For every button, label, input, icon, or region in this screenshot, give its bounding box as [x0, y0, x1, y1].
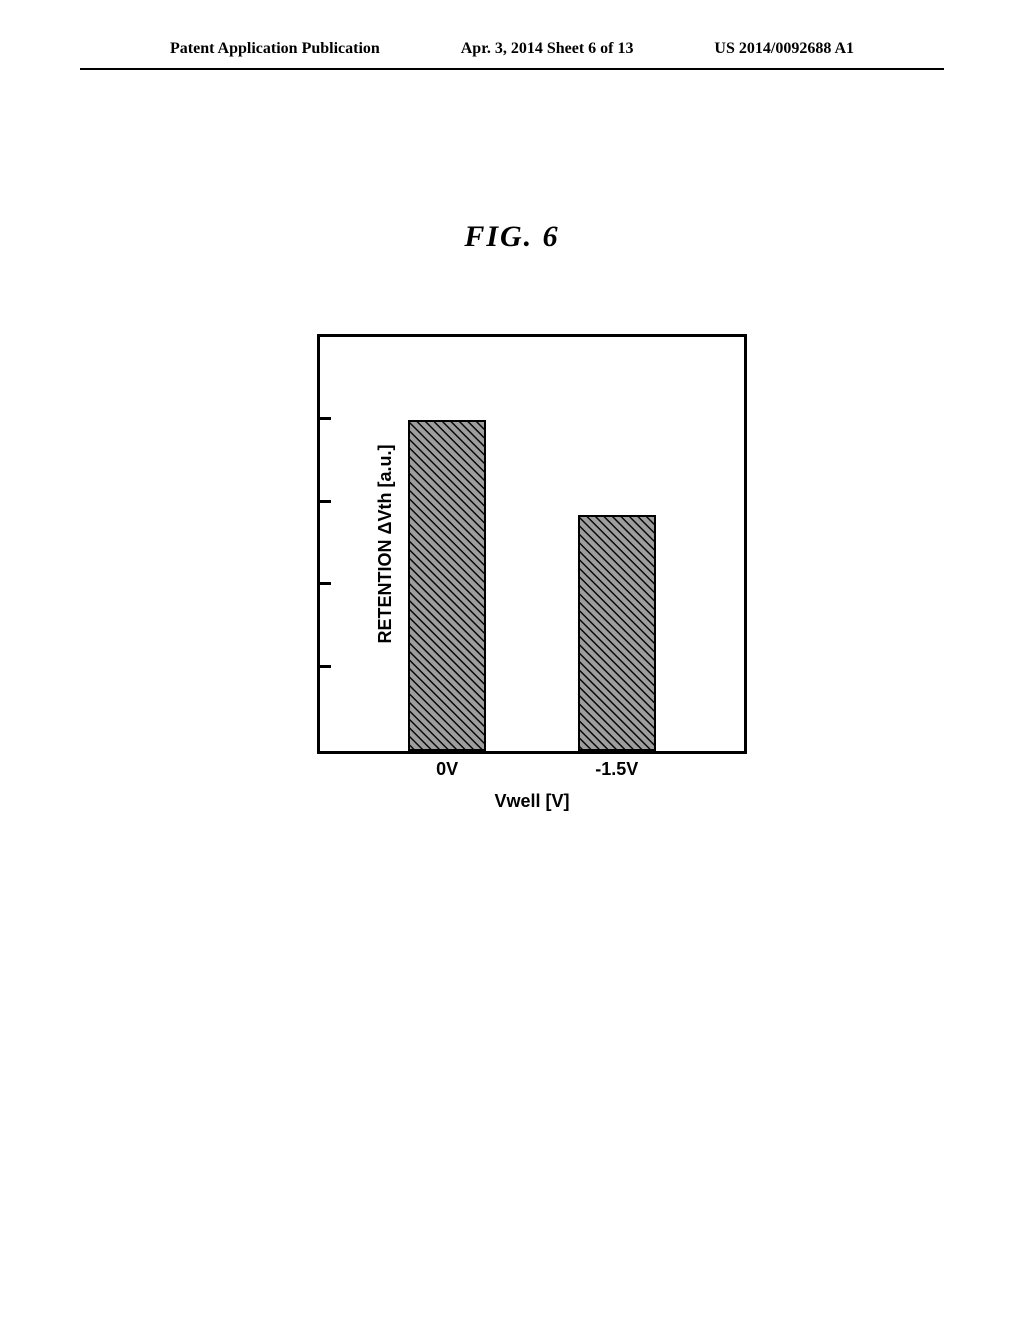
figure-label: FIG. 6 [0, 220, 1024, 254]
x-category-label: 0V [436, 759, 458, 780]
header-left: Patent Application Publication [170, 40, 380, 58]
figure-container: FIG. 6 RETENTION ΔVth [a.u.] Vwell [V] 0… [0, 220, 1024, 804]
y-tick [319, 665, 331, 668]
bar [578, 515, 656, 751]
header-center: Apr. 3, 2014 Sheet 6 of 13 [461, 40, 634, 58]
y-tick [319, 500, 331, 503]
y-axis-label: RETENTION ΔVth [a.u.] [375, 445, 396, 644]
y-tick [319, 417, 331, 420]
header-right: US 2014/0092688 A1 [714, 40, 854, 58]
bar-chart: RETENTION ΔVth [a.u.] Vwell [V] 0V-1.5V [252, 334, 772, 804]
x-axis-label: Vwell [V] [494, 791, 569, 812]
bar [408, 420, 486, 751]
plot-area: RETENTION ΔVth [a.u.] Vwell [V] 0V-1.5V [317, 334, 747, 754]
y-tick [319, 582, 331, 585]
x-category-label: -1.5V [595, 759, 638, 780]
page-header: Patent Application Publication Apr. 3, 2… [80, 0, 944, 70]
